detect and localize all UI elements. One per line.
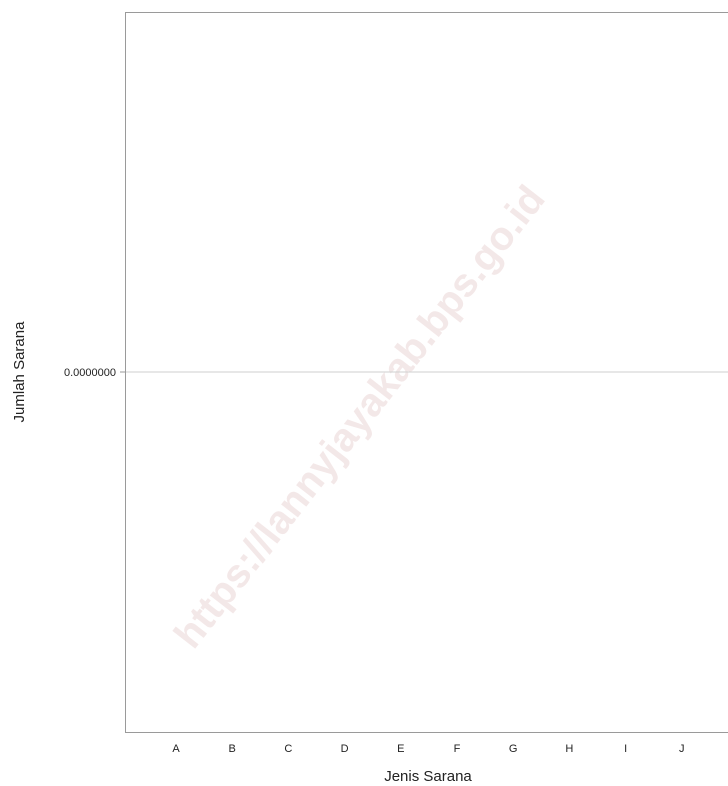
x-tick-label-J: J [679, 743, 685, 755]
x-tick-label-D: D [341, 743, 349, 755]
x-tick-label-B: B [229, 743, 236, 755]
x-tick-label-I: I [624, 743, 627, 755]
y-tick-label: 0.0000000 [64, 367, 116, 379]
x-tick-label-C: C [284, 743, 292, 755]
x-tick-label-A: A [172, 743, 180, 755]
watermark-text: https://lannyjayakab.bps.go.id [166, 178, 554, 657]
ticks-layer: 0.0000000 A B C D E F G H I J [64, 367, 685, 755]
x-tick-label-H: H [565, 743, 573, 755]
y-axis-title: Jumlah Sarana [11, 321, 28, 423]
x-tick-label-E: E [397, 743, 404, 755]
x-axis-title: Jenis Sarana [384, 768, 472, 785]
watermark-layer: https://lannyjayakab.bps.go.id [166, 178, 554, 657]
x-tick-label-F: F [454, 743, 461, 755]
x-tick-label-G: G [509, 743, 518, 755]
axes-layer [120, 12, 728, 733]
